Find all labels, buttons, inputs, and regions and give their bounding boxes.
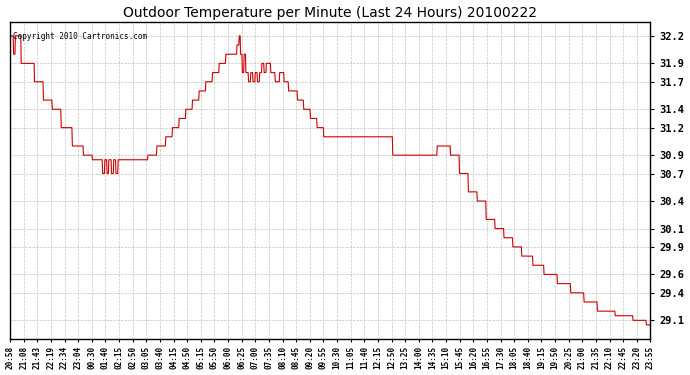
Text: Copyright 2010 Cartronics.com: Copyright 2010 Cartronics.com bbox=[13, 32, 148, 40]
Title: Outdoor Temperature per Minute (Last 24 Hours) 20100222: Outdoor Temperature per Minute (Last 24 … bbox=[124, 6, 538, 20]
